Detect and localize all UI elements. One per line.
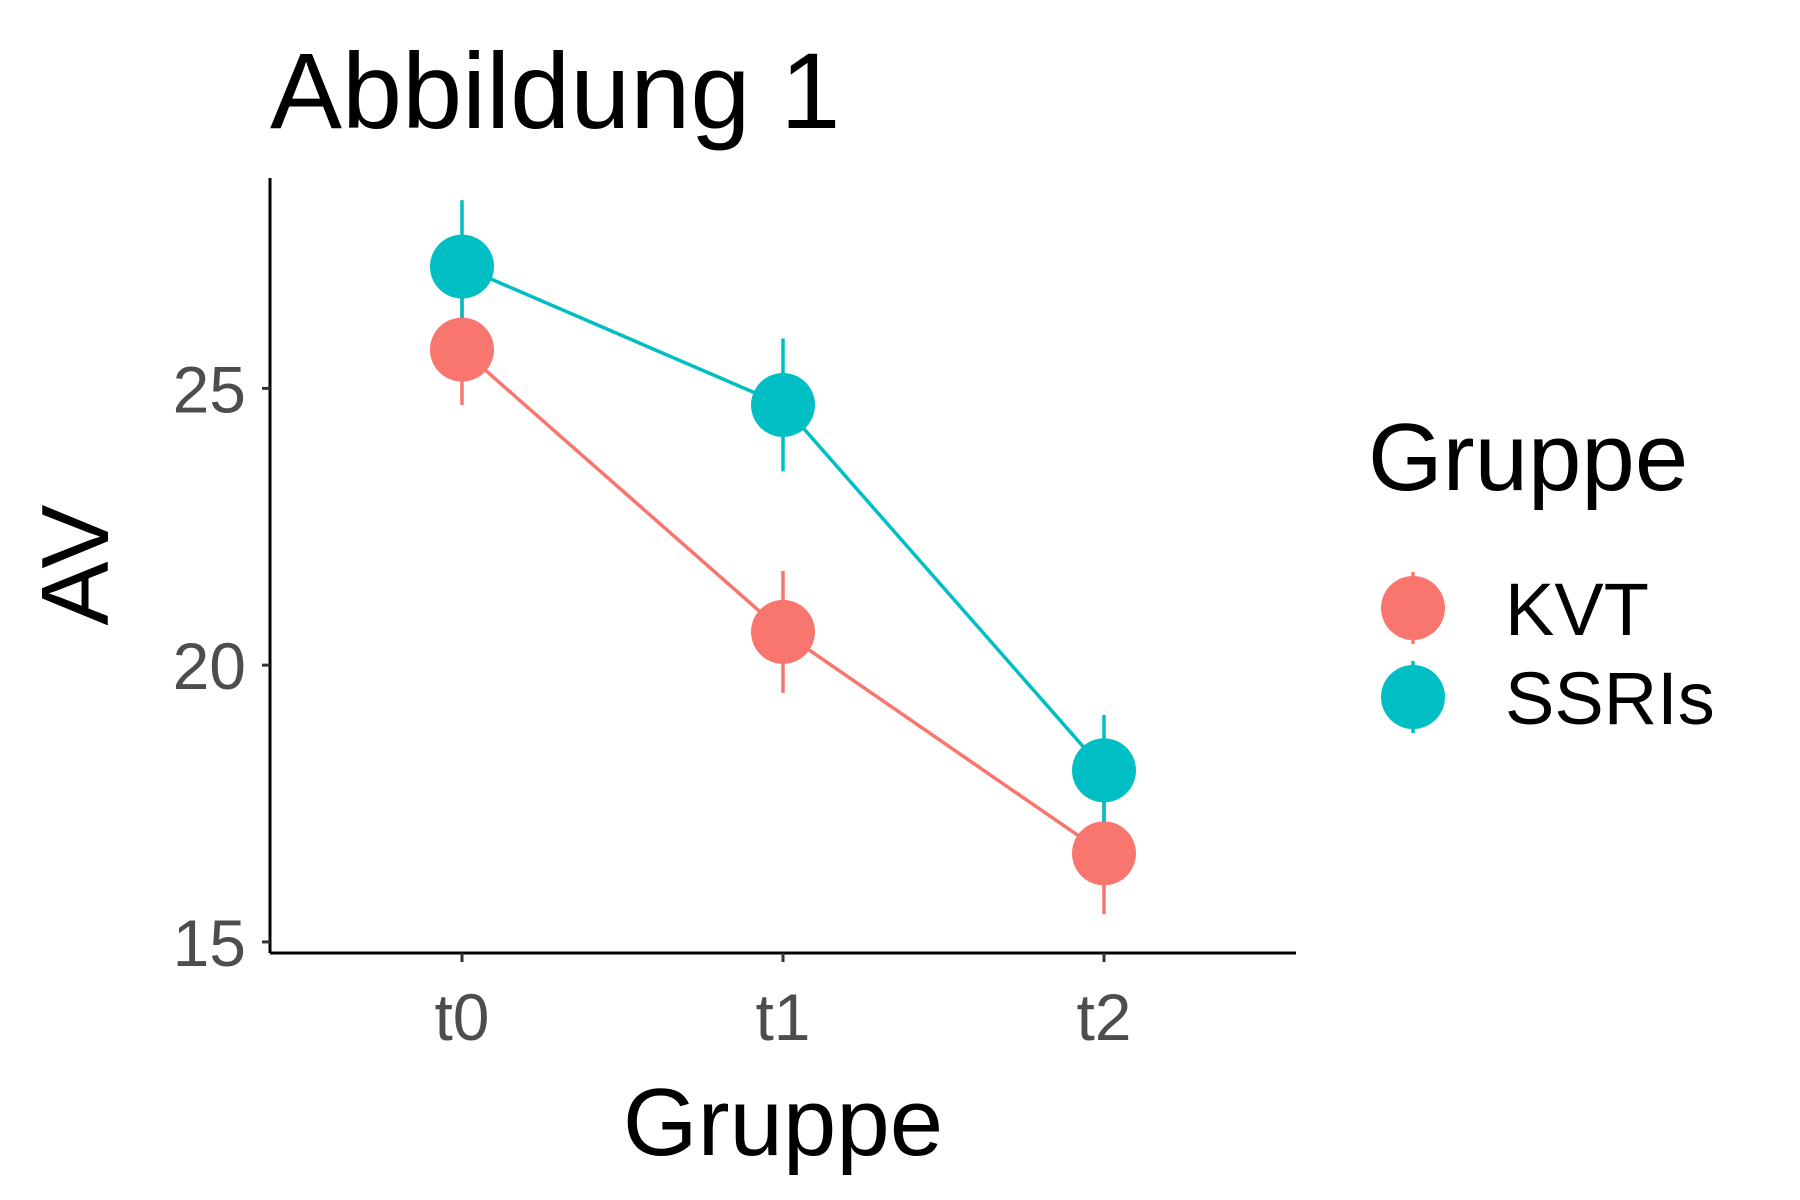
data-point-ssris — [751, 372, 815, 437]
series-layer — [430, 200, 1136, 915]
x-ticks: t0 t1 t2 — [434, 953, 1132, 1054]
y-tick-label: 20 — [173, 629, 246, 703]
legend-item-kvt: KVT — [1381, 568, 1649, 651]
plot-area: 15 20 25 t0 t1 t2 — [173, 178, 1296, 1054]
x-axis-title: Gruppe — [623, 1069, 943, 1176]
data-point-kvt — [751, 599, 815, 664]
data-point-kvt — [430, 317, 494, 382]
y-axis-title: AV — [22, 505, 129, 626]
x-tick-label: t2 — [1076, 980, 1131, 1054]
chart-title: Abbildung 1 — [270, 30, 840, 151]
data-point-kvt — [1072, 821, 1136, 886]
x-tick-label: t1 — [755, 980, 810, 1054]
legend-item-ssris: SSRIs — [1381, 657, 1715, 740]
data-point-ssris — [1072, 738, 1136, 803]
y-tick-label: 25 — [173, 352, 246, 426]
legend-key-point — [1381, 665, 1445, 729]
series-points — [430, 234, 1136, 886]
legend-title: Gruppe — [1368, 404, 1688, 511]
legend-label: KVT — [1505, 568, 1649, 651]
legend-label: SSRIs — [1505, 657, 1715, 740]
y-ticks: 15 20 25 — [173, 352, 270, 980]
y-tick-label: 15 — [173, 906, 246, 980]
data-point-ssris — [430, 234, 494, 299]
x-tick-label: t0 — [434, 980, 489, 1054]
legend-key-point — [1381, 576, 1445, 640]
